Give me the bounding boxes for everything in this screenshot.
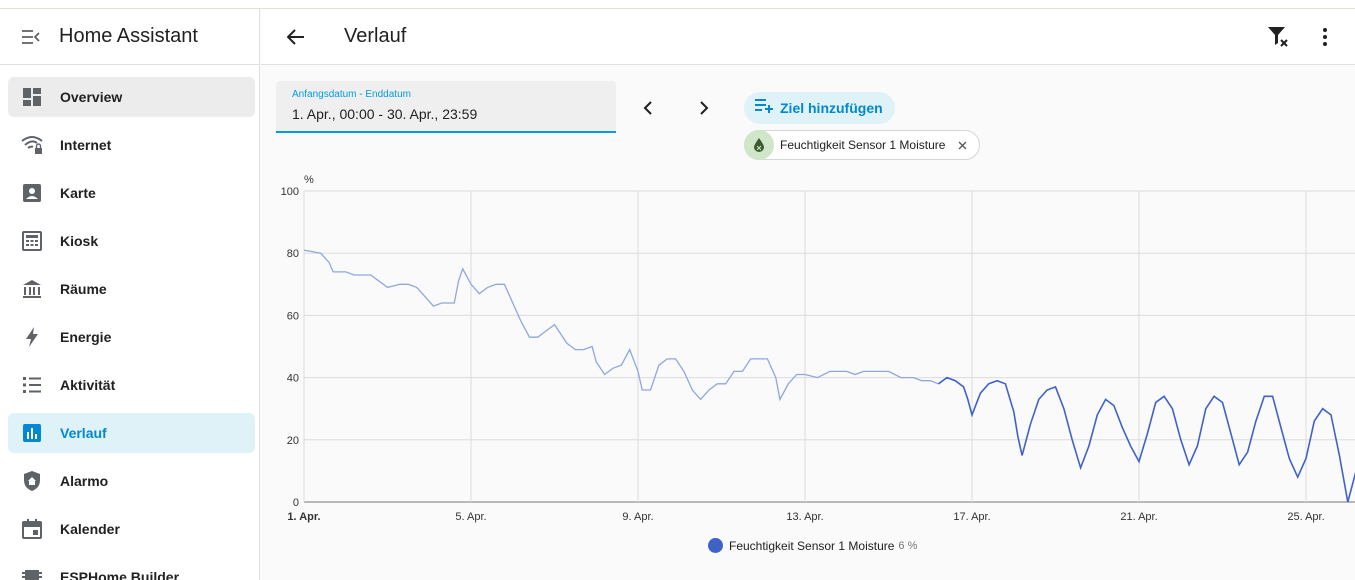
calculator-icon xyxy=(20,229,44,253)
y-tick-label: 60 xyxy=(287,310,299,322)
menu-collapse-icon[interactable] xyxy=(20,26,42,48)
more-vert-icon[interactable] xyxy=(1305,17,1345,57)
add-target-button[interactable]: Ziel hinzufügen xyxy=(744,92,895,124)
sidebar: Home Assistant Overview Internet Karte K… xyxy=(0,9,260,580)
water-percent-icon xyxy=(744,130,774,160)
close-icon[interactable] xyxy=(953,136,971,154)
sidebar-item-label: Räume xyxy=(60,281,107,297)
chevron-left-icon[interactable] xyxy=(635,95,661,121)
sidebar-item-kiosk[interactable]: Kiosk xyxy=(8,221,255,261)
sidebar-item-label: Kiosk xyxy=(60,233,99,249)
date-range-value: 1. Apr., 00:00 - 30. Apr., 23:59 xyxy=(292,106,478,122)
shield-home-icon xyxy=(20,469,44,493)
date-range-label: Anfangsdatum - Enddatum xyxy=(292,89,411,100)
view-dashboard-icon xyxy=(20,85,44,109)
sidebar-item-label: Energie xyxy=(60,329,112,345)
legend-series-name: Feuchtigkeit Sensor 1 Moisture xyxy=(729,538,895,553)
playlist-plus-icon xyxy=(754,98,774,119)
sidebar-item-raeume[interactable]: Räume xyxy=(8,269,255,309)
x-tick-label: 5. Apr. xyxy=(455,511,486,523)
account-box-icon xyxy=(20,181,44,205)
y-tick-label: 0 xyxy=(293,497,299,509)
x-tick-label: 13. Apr. xyxy=(786,511,823,523)
x-tick-label: 25. Apr. xyxy=(1287,511,1324,523)
sidebar-item-karte[interactable]: Karte xyxy=(8,173,255,213)
sidebar-item-label: ESPHome Builder xyxy=(60,569,180,580)
y-tick-label: 20 xyxy=(287,435,299,447)
x-tick-label: 17. Apr. xyxy=(953,511,990,523)
sidebar-item-label: Overview xyxy=(60,89,123,105)
x-tick-label: 21. Apr. xyxy=(1120,511,1157,523)
sidebar-item-aktivitaet[interactable]: Aktivität xyxy=(8,365,255,405)
series-line-recent xyxy=(938,376,1355,503)
history-line-chart: % 0 20 40 60 80 100 1. Apr. 5. Apr. 9. Apr. 13. Ap… xyxy=(281,174,1355,523)
add-target-label: Ziel hinzufügen xyxy=(780,100,883,116)
y-tick-label: 40 xyxy=(287,373,299,385)
sidebar-item-label: Karte xyxy=(60,185,96,201)
window-top-strip xyxy=(0,0,1355,9)
sidebar-item-alarmo[interactable]: Alarmo xyxy=(8,461,255,501)
sidebar-nav: Overview Internet Karte Kiosk Räume Ener… xyxy=(0,65,259,580)
x-tick-label: 1. Apr. xyxy=(287,511,320,523)
entity-chip-label: Feuchtigkeit Sensor 1 Moisture xyxy=(780,138,946,152)
sidebar-item-internet[interactable]: Internet xyxy=(8,125,255,165)
y-axis-unit-label: % xyxy=(304,174,314,186)
y-tick-label: 80 xyxy=(287,248,299,260)
sidebar-item-label: Aktivität xyxy=(60,377,116,393)
chart-box-icon xyxy=(20,421,44,445)
chevron-right-icon[interactable] xyxy=(691,95,717,121)
bank-icon xyxy=(20,277,44,301)
wifi-lock-icon xyxy=(20,133,44,157)
esphome-icon xyxy=(20,565,44,580)
back-arrow-icon[interactable] xyxy=(276,17,316,57)
header-actions xyxy=(1253,17,1345,57)
y-tick-label: 100 xyxy=(281,186,299,198)
format-list-bulleted-icon xyxy=(20,373,44,397)
sidebar-item-label: Alarmo xyxy=(60,473,109,489)
legend-marker xyxy=(708,538,723,553)
sidebar-item-verlauf[interactable]: Verlauf xyxy=(8,413,255,453)
sidebar-item-esphome-builder[interactable]: ESPHome Builder xyxy=(8,557,255,580)
date-range-picker[interactable]: Anfangsdatum - Enddatum 1. Apr., 00:00 -… xyxy=(276,81,616,133)
app-title: Home Assistant xyxy=(59,25,198,47)
sidebar-item-energie[interactable]: Energie xyxy=(8,317,255,357)
chart-legend[interactable]: Feuchtigkeit Sensor 1 Moisture 6 % xyxy=(708,538,917,553)
sidebar-item-overview[interactable]: Overview xyxy=(8,77,255,117)
entity-chip[interactable]: Feuchtigkeit Sensor 1 Moisture xyxy=(744,130,981,160)
sidebar-item-kalender[interactable]: Kalender xyxy=(8,509,255,549)
calendar-icon xyxy=(20,517,44,541)
x-tick-label: 9. Apr. xyxy=(622,511,653,523)
legend-current-value: 6 % xyxy=(898,539,918,552)
series-line-history xyxy=(303,249,964,402)
filter-remove-icon[interactable] xyxy=(1259,17,1299,57)
page-header: Verlauf xyxy=(261,9,1355,65)
page-title: Verlauf xyxy=(344,25,407,47)
sidebar-header: Home Assistant xyxy=(0,9,259,65)
lightning-bolt-icon xyxy=(20,325,44,349)
sidebar-item-label: Kalender xyxy=(60,521,120,537)
sidebar-item-label: Internet xyxy=(60,137,112,153)
sidebar-item-label: Verlauf xyxy=(60,425,107,441)
